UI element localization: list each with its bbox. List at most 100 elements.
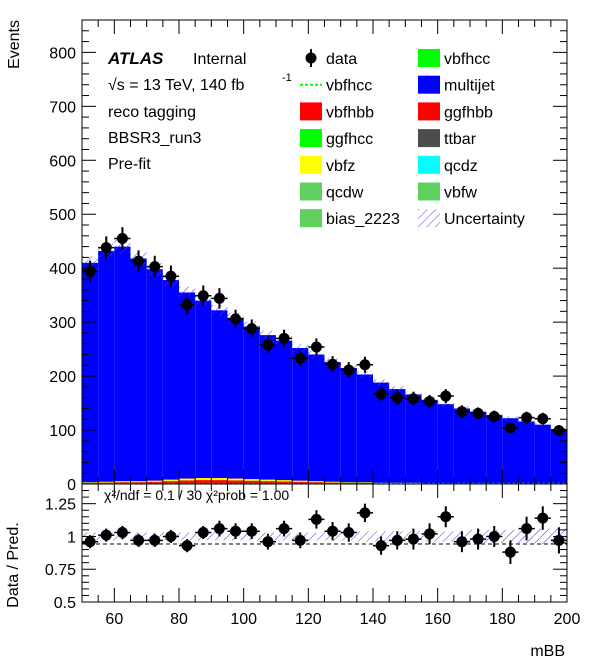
- vbfz-bar: [114, 481, 131, 483]
- ratio-point: [133, 534, 145, 546]
- data-point: [246, 323, 258, 335]
- vbfz-bar: [292, 480, 309, 482]
- vbfz-bar: [340, 482, 357, 483]
- ratio-band-bin: [308, 532, 325, 541]
- ratio-point: [116, 527, 128, 539]
- data-point: [504, 422, 516, 434]
- signal-bar: [82, 482, 99, 484]
- ratio-point: [262, 536, 274, 548]
- multijet-bar: [453, 408, 470, 484]
- y-tick-label: 600: [49, 153, 76, 170]
- vbfz-bar: [98, 481, 115, 483]
- ratio-x-axis: 60 80 100 120 140 160 180 200: [81, 484, 581, 628]
- legend-item: vbfhcc: [418, 49, 490, 68]
- vbfz-bar: [373, 482, 390, 484]
- multijet-bar: [114, 246, 131, 482]
- ratio-point: [197, 527, 209, 539]
- data-point: [230, 313, 242, 325]
- main-y-label: Events: [6, 20, 23, 69]
- legend-item: vbfw: [418, 182, 477, 202]
- main-y-axis: 0 100 200 300 400 500 600 700 800: [49, 19, 567, 494]
- ratio-point: [504, 546, 516, 558]
- legend-label: vbfhcc: [444, 51, 490, 68]
- ratio-y-tick-label: 0.5: [54, 595, 76, 612]
- multijet-bar: [356, 374, 373, 483]
- y-tick-label: 700: [49, 99, 76, 116]
- data-point: [165, 270, 177, 282]
- x-tick-label: 60: [105, 611, 123, 628]
- data-point: [424, 395, 436, 407]
- vbfz-bar: [259, 479, 276, 482]
- legend-item: qcdw: [300, 182, 364, 202]
- data-point: [537, 413, 549, 425]
- ratio-point: [294, 534, 306, 546]
- ratio-point: [181, 540, 193, 552]
- legend-item: ttbar: [418, 129, 477, 148]
- multijet-stack: [82, 246, 567, 484]
- legend-item: vbfz: [300, 155, 355, 175]
- ratio-y-axis: 0.5 0.75 1 1.25: [45, 483, 567, 612]
- legend-swatch: [300, 182, 322, 201]
- signal-bar: [179, 478, 196, 484]
- data-point: [294, 352, 306, 364]
- y-tick-label: 200: [49, 369, 76, 386]
- multijet-bar: [340, 368, 357, 483]
- multijet-bar: [276, 340, 293, 481]
- ratio-band-bin: [179, 532, 196, 541]
- ratio-band-bin: [437, 531, 454, 542]
- vbfz-bar: [179, 478, 196, 481]
- data-point: [407, 393, 419, 405]
- uncertainty-bin: [356, 371, 373, 378]
- status-label: Internal: [193, 51, 246, 68]
- ratio-y-tick-label: 1: [67, 529, 76, 546]
- legend-item: Uncertainty: [418, 209, 525, 228]
- legend-label: multijet: [444, 78, 495, 95]
- signal-bar: [276, 480, 293, 484]
- multijet-bar: [211, 310, 228, 479]
- data-point: [456, 406, 468, 418]
- legend-label: qcdz: [444, 158, 478, 175]
- vbfz-bar: [162, 479, 179, 482]
- x-tick-label: 120: [295, 611, 322, 628]
- x-tick-label: 200: [554, 611, 581, 628]
- legend-swatch: [418, 49, 440, 67]
- legend-label: data: [326, 51, 357, 68]
- signal-bar: [292, 480, 309, 484]
- legend-swatch: [300, 102, 322, 121]
- data-point: [375, 388, 387, 400]
- data-point: [359, 359, 371, 371]
- multijet-bar: [470, 411, 487, 484]
- legend-swatch: [418, 129, 440, 148]
- tagging-label: reco tagging: [108, 104, 196, 121]
- data-points: [82, 227, 567, 437]
- uncertainty-bin: [259, 330, 276, 340]
- ratio-band-bin: [534, 528, 551, 545]
- ratio-point: [100, 529, 112, 541]
- x-tick-label: 160: [424, 611, 451, 628]
- legend-marker: [305, 52, 317, 64]
- multijet-bar: [534, 424, 551, 484]
- ratio-point: [230, 525, 242, 537]
- legend-label: vbfz: [326, 158, 355, 175]
- multijet-bar: [98, 250, 115, 482]
- fit-label: Pre-fit: [108, 156, 151, 173]
- chi2-text: χ²/ndf = 0.1 / 30 χ²prob = 1.00: [104, 487, 289, 503]
- multijet-bar: [179, 292, 196, 479]
- signal-bar: [162, 479, 179, 484]
- multijet-bar: [437, 404, 454, 484]
- multijet-bar: [82, 262, 99, 483]
- multijet-bar: [195, 300, 212, 479]
- main-panel: 0 100 200 300 400 500 600 700 800 Events: [6, 19, 568, 494]
- legend-item: vbfhbb: [300, 102, 374, 121]
- data-point: [343, 364, 355, 376]
- legend-item: ggfhcc: [300, 129, 373, 148]
- ratio-y-tick-label: 1.25: [45, 497, 76, 514]
- data-point: [391, 392, 403, 404]
- legend-item: ggfhbb: [418, 102, 493, 121]
- signal-bar: [227, 478, 244, 484]
- legend-swatch: [418, 155, 440, 174]
- vbfz-bar: [324, 481, 341, 483]
- legend: data vbfhcc vbfhcc multijet vbfhbb ggfhbb ggfh…: [300, 49, 525, 228]
- ratio-point: [391, 534, 403, 546]
- legend-swatch: [300, 209, 322, 228]
